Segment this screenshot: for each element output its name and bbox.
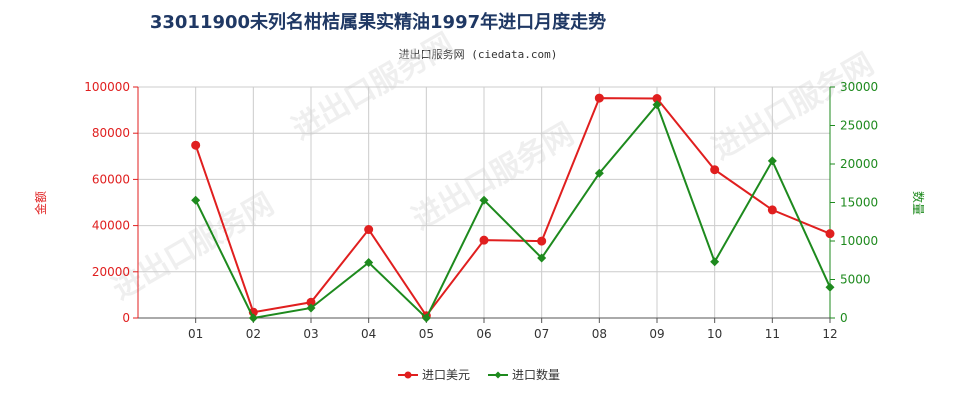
data-point [421, 313, 431, 323]
data-point [825, 282, 835, 292]
legend-swatch-marker [494, 371, 502, 379]
legend-label: 进口数量 [512, 367, 560, 382]
x-tick-label: 10 [707, 327, 722, 341]
data-point [537, 253, 547, 263]
right-tick-label: 15000 [840, 196, 878, 210]
data-point [248, 313, 258, 323]
data-point [479, 235, 489, 245]
x-tick-label: 08 [592, 327, 607, 341]
x-tick-label: 07 [534, 327, 549, 341]
x-tick-label: 04 [361, 327, 376, 341]
x-tick-label: 01 [188, 327, 203, 341]
data-point [767, 205, 777, 215]
data-point [652, 94, 662, 104]
data-point [710, 257, 720, 267]
x-tick-label: 11 [765, 327, 780, 341]
watermark-text: 进出口服务网 [707, 47, 880, 167]
x-tick-label: 09 [649, 327, 664, 341]
x-tick-label: 06 [476, 327, 491, 341]
data-point [306, 297, 316, 307]
right-tick-label: 0 [840, 311, 848, 325]
left-tick-label: 100000 [84, 80, 130, 94]
data-point [306, 303, 316, 313]
x-tick-label: 03 [303, 327, 318, 341]
x-tick-label: 02 [246, 327, 261, 341]
y-left-label: 金额 [33, 191, 48, 215]
series-layer [191, 93, 835, 323]
right-tick-label: 5000 [840, 273, 871, 287]
left-tick-label: 60000 [92, 172, 130, 186]
data-point [191, 140, 201, 150]
axes: 0 20000 40000 60000 80000 100000 0 5000 10000 150… [33, 80, 926, 341]
legend-swatch-marker [404, 371, 412, 379]
data-point [537, 236, 547, 246]
watermark-text: 进出口服务网 [407, 117, 580, 237]
data-point [710, 165, 720, 175]
data-point [594, 168, 604, 178]
right-tick-label: 30000 [840, 80, 878, 94]
x-tick-label: 05 [419, 327, 434, 341]
series-line [194, 97, 831, 318]
left-tick-label: 80000 [92, 126, 130, 140]
data-point [825, 229, 835, 239]
data-point [479, 195, 489, 205]
data-point [652, 100, 662, 110]
right-tick-label: 25000 [840, 119, 878, 133]
left-tick-label: 40000 [92, 219, 130, 233]
data-point [767, 156, 777, 166]
data-point [191, 195, 201, 205]
left-tick-label: 0 [122, 311, 130, 325]
data-point [594, 93, 604, 103]
right-tick-label: 10000 [840, 234, 878, 248]
data-point [364, 258, 374, 268]
right-tick-label: 20000 [840, 157, 878, 171]
legend: 进口美元 进口数量 [398, 367, 560, 382]
data-point [364, 225, 374, 235]
chart-title: 33011900未列名柑桔属果实精油1997年进口月度走势 [150, 11, 606, 33]
legend-label: 进口美元 [422, 368, 470, 382]
y-right-label: 数量 [911, 191, 926, 215]
watermark-text: 进出口服务网 [107, 187, 280, 307]
left-tick-label: 20000 [92, 265, 130, 279]
chart-subtitle: 进出口服务网 (ciedata.com) [399, 47, 558, 61]
series-line [194, 102, 831, 320]
x-tick-label: 12 [822, 327, 837, 341]
